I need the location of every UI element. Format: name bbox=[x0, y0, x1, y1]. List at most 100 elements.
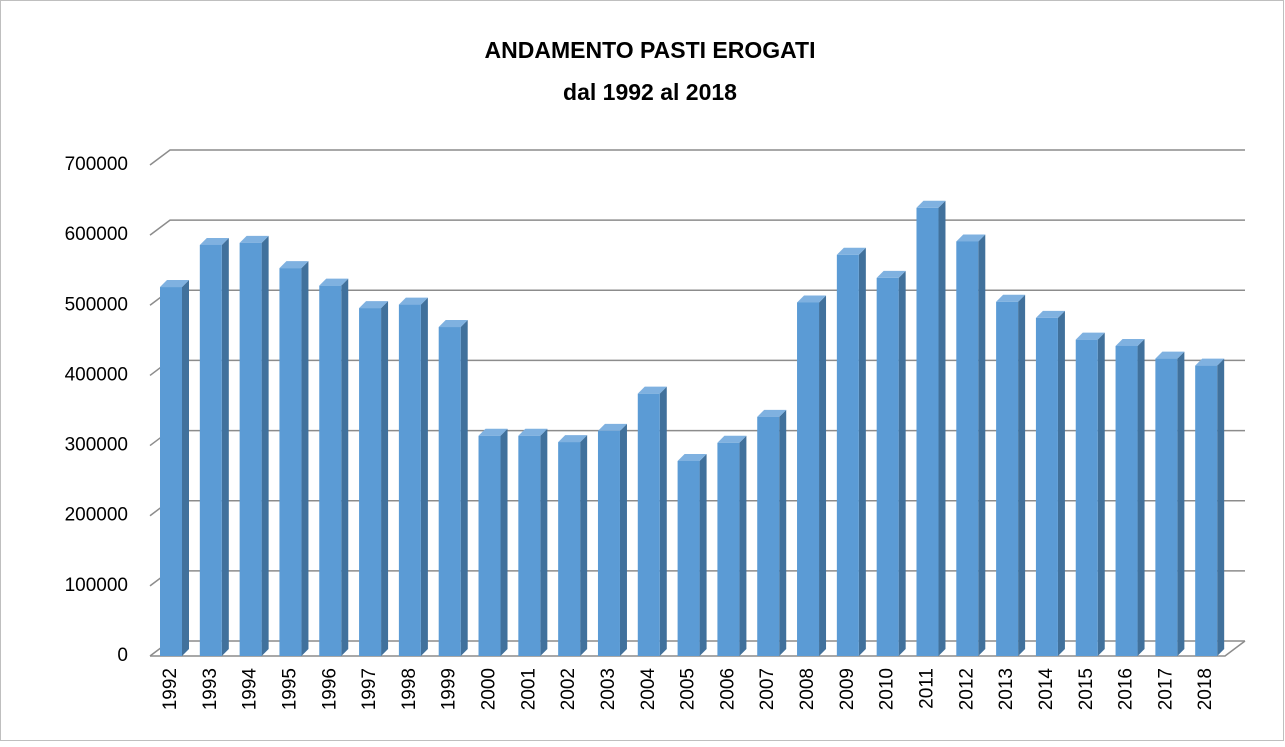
x-tick-label: 1996 bbox=[319, 668, 340, 710]
bar bbox=[359, 308, 382, 656]
x-tick-label: 1999 bbox=[439, 668, 460, 710]
bar-side bbox=[261, 235, 269, 656]
bar-top bbox=[558, 435, 588, 443]
bar-side bbox=[898, 270, 906, 656]
x-tick-label: 2003 bbox=[598, 668, 619, 710]
bar-top bbox=[757, 409, 787, 417]
bar-side bbox=[341, 278, 349, 656]
y-tick-label: 700000 bbox=[65, 154, 128, 175]
bar-side bbox=[1057, 310, 1065, 656]
x-tick-label: 1993 bbox=[200, 668, 221, 710]
bar bbox=[1075, 339, 1098, 656]
y-tick-label: 100000 bbox=[65, 575, 128, 596]
y-tick-label: 500000 bbox=[65, 294, 128, 315]
x-tick-label: 2012 bbox=[956, 668, 977, 710]
bar bbox=[876, 277, 899, 656]
grid-line bbox=[149, 219, 1245, 236]
bar-top bbox=[996, 294, 1026, 302]
x-tick-label: 2007 bbox=[757, 668, 778, 710]
bar-side bbox=[779, 409, 787, 656]
bar-side bbox=[221, 237, 229, 656]
bar-top bbox=[1075, 332, 1105, 340]
x-tick-label: 2004 bbox=[638, 668, 659, 711]
bar-side bbox=[659, 386, 667, 656]
x-tick-label: 1997 bbox=[359, 668, 380, 710]
bar-top bbox=[518, 428, 548, 436]
x-tick-label: 2001 bbox=[518, 668, 539, 710]
bar-side bbox=[540, 428, 548, 656]
bar-side bbox=[699, 454, 707, 656]
x-tick-label: 1992 bbox=[160, 668, 181, 710]
bar-side bbox=[858, 247, 866, 657]
bar bbox=[597, 430, 620, 656]
bar-top bbox=[836, 247, 866, 255]
bar-top bbox=[1115, 338, 1145, 346]
floor-line bbox=[150, 640, 1246, 657]
bar-top bbox=[677, 454, 707, 462]
y-tick-label: 600000 bbox=[65, 224, 128, 245]
bar bbox=[836, 254, 859, 657]
x-tick-label: 2002 bbox=[558, 668, 579, 710]
bar bbox=[956, 241, 979, 656]
bar bbox=[518, 435, 541, 656]
bar bbox=[438, 327, 461, 656]
x-tick-label: 2008 bbox=[797, 668, 818, 710]
bar bbox=[757, 416, 780, 656]
bar-top bbox=[717, 435, 747, 443]
bar bbox=[996, 301, 1019, 656]
bar bbox=[1035, 317, 1058, 656]
chart-title: ANDAMENTO PASTI EROGATI bbox=[485, 37, 816, 63]
bar-top bbox=[916, 200, 946, 208]
x-tick-label: 1994 bbox=[240, 668, 261, 711]
bar-top bbox=[160, 280, 189, 288]
bar-top bbox=[478, 428, 508, 436]
bar bbox=[717, 442, 740, 656]
bar-top bbox=[1195, 358, 1225, 366]
bar-top bbox=[956, 234, 986, 242]
bar-side bbox=[619, 423, 627, 656]
y-tick-label: 300000 bbox=[65, 435, 128, 456]
bar-side bbox=[420, 297, 428, 656]
x-tick-label: 2014 bbox=[1036, 668, 1057, 711]
bar-side bbox=[1018, 294, 1026, 656]
x-tick-label: 2010 bbox=[877, 668, 898, 710]
bar bbox=[637, 393, 660, 656]
bar bbox=[916, 207, 939, 656]
bar-side bbox=[381, 301, 389, 656]
x-tick-label: 2011 bbox=[916, 668, 937, 709]
bar-top bbox=[398, 297, 428, 305]
bar bbox=[797, 302, 820, 656]
bar-side bbox=[301, 261, 309, 656]
x-tick-label: 2015 bbox=[1076, 668, 1097, 710]
x-tick-label: 1995 bbox=[279, 668, 300, 710]
bar bbox=[1195, 365, 1218, 656]
bar-top bbox=[876, 270, 906, 278]
x-tick-label: 2009 bbox=[837, 668, 858, 710]
y-tick-label: 200000 bbox=[65, 505, 128, 526]
x-tick-label: 2018 bbox=[1195, 668, 1216, 710]
bar-side bbox=[460, 320, 468, 656]
bar bbox=[199, 244, 222, 656]
bar-top bbox=[199, 237, 229, 245]
bar-top bbox=[438, 320, 468, 328]
bar bbox=[239, 242, 262, 656]
bar bbox=[398, 304, 421, 656]
bar-top bbox=[279, 261, 309, 269]
bar bbox=[160, 287, 182, 656]
bar-side bbox=[1137, 338, 1145, 656]
bar-side bbox=[739, 435, 747, 656]
x-tick-label: 2006 bbox=[717, 668, 738, 710]
x-tick-label: 2013 bbox=[996, 668, 1017, 710]
y-tick-label: 400000 bbox=[65, 364, 128, 385]
bar-top bbox=[319, 278, 349, 286]
bar bbox=[677, 461, 700, 656]
bar-top bbox=[359, 301, 389, 309]
y-tick-label: 0 bbox=[117, 645, 128, 666]
chart-subtitle: dal 1992 al 2018 bbox=[563, 79, 737, 105]
bar-top bbox=[797, 295, 827, 303]
bar-side bbox=[1097, 332, 1105, 656]
bar-side bbox=[500, 428, 508, 656]
bar-side bbox=[580, 435, 588, 656]
x-tick-label: 2017 bbox=[1155, 668, 1176, 710]
